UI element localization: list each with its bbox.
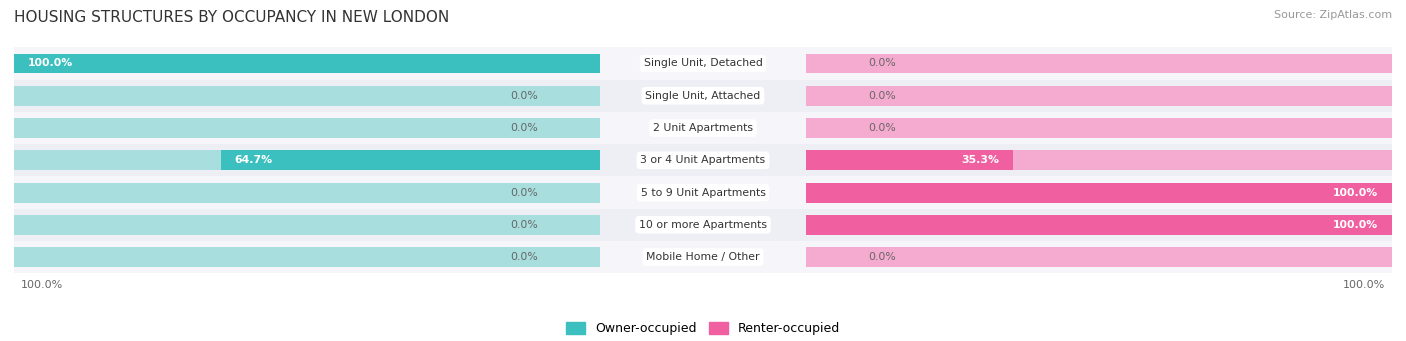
Bar: [14, 54, 599, 74]
Text: 100.0%: 100.0%: [28, 59, 73, 69]
Bar: [807, 215, 1406, 235]
Text: Single Unit, Attached: Single Unit, Attached: [645, 91, 761, 101]
Legend: Owner-occupied, Renter-occupied: Owner-occupied, Renter-occupied: [561, 317, 845, 340]
Text: 35.3%: 35.3%: [962, 155, 1000, 165]
Bar: [0, 118, 599, 138]
Bar: [807, 54, 1406, 74]
Text: 0.0%: 0.0%: [869, 59, 896, 69]
Text: 0.0%: 0.0%: [510, 252, 537, 262]
Text: 0.0%: 0.0%: [510, 123, 537, 133]
Text: 0.0%: 0.0%: [869, 252, 896, 262]
Text: 5 to 9 Unit Apartments: 5 to 9 Unit Apartments: [641, 188, 765, 197]
Bar: [14, 241, 1392, 273]
Text: 64.7%: 64.7%: [235, 155, 273, 165]
Text: 0.0%: 0.0%: [869, 123, 896, 133]
Bar: [14, 112, 1392, 144]
Text: 100.0%: 100.0%: [1333, 220, 1378, 230]
Text: 0.0%: 0.0%: [510, 220, 537, 230]
Bar: [14, 176, 1392, 209]
Text: 10 or more Apartments: 10 or more Apartments: [638, 220, 768, 230]
Bar: [807, 215, 1392, 235]
Text: 3 or 4 Unit Apartments: 3 or 4 Unit Apartments: [641, 155, 765, 165]
Text: 0.0%: 0.0%: [510, 188, 537, 197]
Text: Mobile Home / Other: Mobile Home / Other: [647, 252, 759, 262]
Text: HOUSING STRUCTURES BY OCCUPANCY IN NEW LONDON: HOUSING STRUCTURES BY OCCUPANCY IN NEW L…: [14, 10, 450, 25]
Bar: [0, 182, 599, 203]
Bar: [807, 150, 1406, 170]
Bar: [0, 247, 599, 267]
Bar: [807, 247, 1406, 267]
Bar: [14, 47, 1392, 80]
Text: 100.0%: 100.0%: [1333, 188, 1378, 197]
Bar: [807, 118, 1406, 138]
Text: 0.0%: 0.0%: [510, 91, 537, 101]
Bar: [0, 54, 599, 74]
Bar: [14, 80, 1392, 112]
Bar: [0, 86, 599, 106]
Text: 100.0%: 100.0%: [1343, 280, 1385, 290]
Bar: [807, 182, 1392, 203]
Text: 2 Unit Apartments: 2 Unit Apartments: [652, 123, 754, 133]
Text: Source: ZipAtlas.com: Source: ZipAtlas.com: [1274, 10, 1392, 20]
Bar: [0, 215, 599, 235]
Text: Single Unit, Detached: Single Unit, Detached: [644, 59, 762, 69]
Bar: [221, 150, 599, 170]
Bar: [807, 182, 1406, 203]
Bar: [0, 150, 599, 170]
Bar: [807, 86, 1406, 106]
Bar: [14, 209, 1392, 241]
Bar: [807, 150, 1014, 170]
Text: 0.0%: 0.0%: [869, 91, 896, 101]
Bar: [14, 144, 1392, 176]
Text: 100.0%: 100.0%: [21, 280, 63, 290]
